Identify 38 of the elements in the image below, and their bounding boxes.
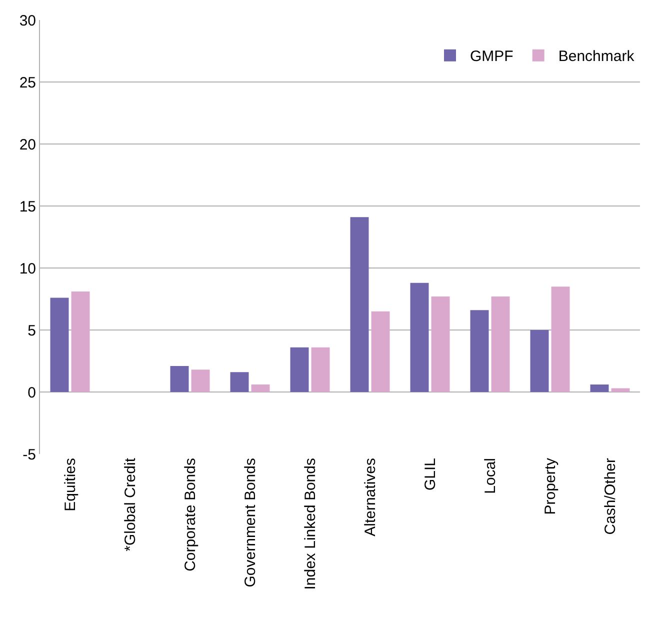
bar	[350, 217, 369, 392]
bar	[371, 311, 390, 392]
x-tick-label: Equities	[62, 458, 79, 512]
bar	[311, 347, 330, 392]
x-tick-label: Property	[542, 458, 559, 515]
x-tick-label: Cash/Other	[602, 458, 619, 535]
bar	[50, 298, 69, 392]
legend-label: GMPF	[470, 48, 514, 66]
y-tick-label: 15	[19, 198, 36, 216]
bar	[470, 310, 489, 392]
bar	[431, 296, 450, 392]
y-tick-label: -5	[22, 446, 36, 464]
bar	[251, 384, 270, 392]
legend-label: Benchmark	[558, 48, 635, 66]
bar	[191, 370, 210, 392]
bar	[410, 282, 429, 392]
y-tick-label: 0	[28, 384, 36, 402]
bar	[611, 388, 630, 392]
x-tick-label: Corporate Bonds	[182, 458, 199, 572]
x-tick-label: Local	[482, 458, 499, 494]
x-tick-label: Alternatives	[362, 458, 379, 536]
bar	[290, 347, 309, 392]
x-tick-label: *Global Credit	[122, 457, 139, 552]
x-tick-label: Index Linked Bonds	[302, 458, 319, 590]
y-tick-label: 20	[19, 136, 36, 154]
bar	[491, 296, 510, 392]
bar	[170, 366, 189, 392]
bar	[530, 330, 549, 392]
y-tick-label: 10	[19, 260, 36, 278]
y-tick-label: 25	[19, 74, 36, 92]
bar	[551, 286, 570, 392]
bar	[230, 372, 249, 392]
y-tick-label: 5	[28, 322, 36, 340]
bar	[590, 384, 609, 392]
x-tick-label: GLIL	[422, 458, 439, 491]
bar	[71, 292, 90, 392]
x-tick-label: Government Bonds	[242, 458, 259, 588]
y-tick-label: 30	[19, 12, 36, 30]
